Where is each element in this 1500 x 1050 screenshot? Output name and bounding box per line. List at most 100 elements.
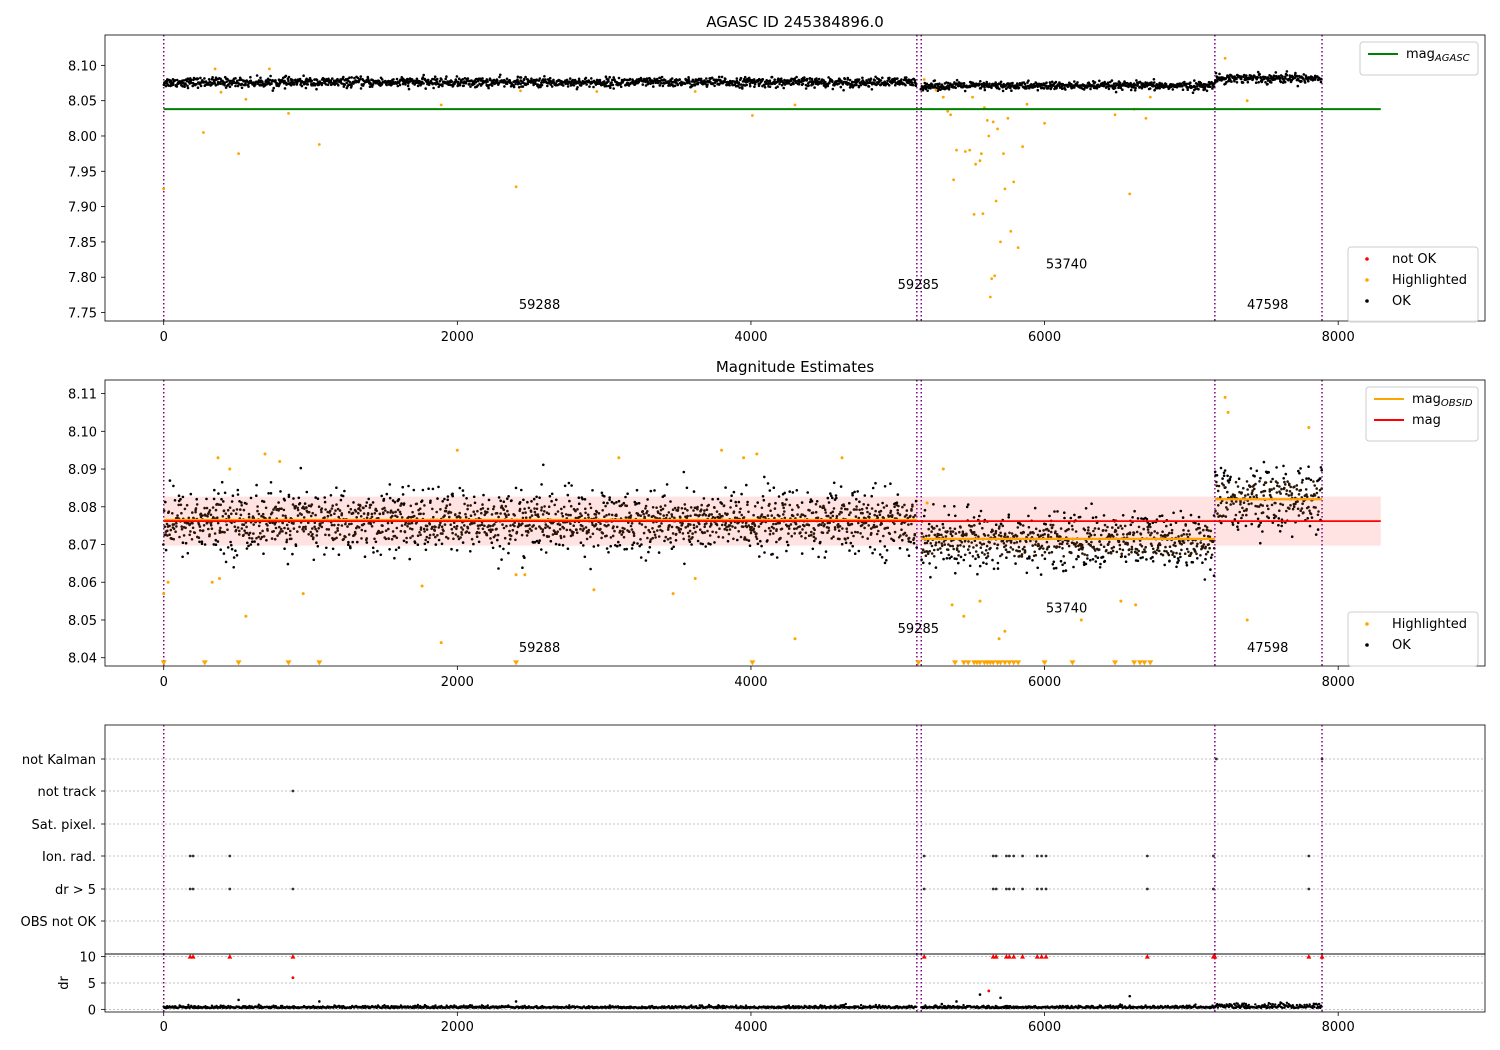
ok-point — [630, 547, 634, 550]
ok-point — [807, 84, 810, 87]
ok-point — [272, 86, 276, 90]
ok-point — [772, 486, 776, 490]
highlighted-point — [213, 67, 217, 71]
ok-point — [500, 558, 503, 561]
ok-point — [500, 504, 504, 508]
ok-point — [885, 504, 888, 508]
ok-point — [923, 81, 927, 85]
ok-point — [760, 544, 763, 548]
ok-point — [691, 536, 694, 539]
ok-point — [526, 82, 530, 86]
ok-point — [257, 524, 261, 528]
ok-point — [259, 531, 262, 535]
ok-point — [903, 531, 907, 535]
ok-point — [482, 493, 485, 497]
ok-point — [997, 534, 1001, 537]
ok-point — [635, 502, 639, 505]
ok-point — [239, 508, 242, 511]
ok-point — [443, 514, 446, 517]
ok-point — [938, 528, 941, 531]
ok-point — [706, 529, 709, 533]
ok-point — [699, 77, 703, 81]
ok-point — [344, 535, 347, 539]
ok-point — [331, 504, 335, 508]
ok-point — [741, 525, 745, 529]
ok-point — [579, 541, 583, 544]
ok-point — [971, 555, 975, 558]
legend-marker-swatch — [1365, 299, 1369, 303]
ok-point — [605, 524, 608, 528]
ok-point — [463, 524, 466, 527]
ok-point — [520, 488, 523, 492]
ok-point — [874, 509, 877, 513]
ok-point — [688, 540, 692, 543]
ok-point — [787, 524, 791, 528]
ok-point — [950, 555, 953, 559]
ok-point — [648, 546, 652, 549]
ok-point — [421, 76, 425, 79]
ok-point — [859, 532, 862, 535]
ok-point — [416, 534, 420, 537]
ok-point — [992, 567, 996, 571]
ok-point — [954, 86, 957, 90]
ok-point — [1088, 82, 1091, 86]
ok-point — [491, 528, 494, 532]
ok-point — [985, 562, 988, 566]
ok-point — [503, 536, 507, 540]
ok-point — [255, 74, 259, 77]
ok-point — [470, 537, 474, 541]
ok-point — [516, 78, 519, 81]
ok-point — [1301, 77, 1305, 80]
ok-point — [515, 530, 519, 534]
ok-point — [867, 85, 871, 88]
ok-point — [400, 524, 404, 527]
ok-point — [205, 506, 209, 510]
ok-point — [999, 531, 1002, 535]
ok-point — [184, 526, 187, 530]
ok-point — [973, 524, 976, 527]
ok-point — [402, 502, 406, 505]
ok-point — [293, 507, 297, 510]
ok-point — [797, 82, 801, 86]
ok-point — [164, 548, 168, 552]
ok-point — [972, 530, 976, 534]
ok-point — [835, 514, 839, 518]
ok-point — [213, 488, 216, 492]
ok-point — [555, 532, 558, 535]
ok-point — [928, 550, 932, 553]
ok-point — [596, 527, 599, 531]
ok-point — [1060, 542, 1064, 546]
ok-point — [315, 534, 319, 537]
ok-point — [859, 83, 863, 87]
ok-point — [543, 505, 546, 508]
ok-point — [1307, 79, 1310, 83]
ok-point — [350, 522, 353, 526]
ok-point — [1258, 72, 1261, 76]
y-tick-label: 8.10 — [68, 59, 97, 74]
ok-point — [528, 523, 531, 527]
ok-point — [963, 553, 967, 557]
ok-point — [601, 509, 604, 512]
ok-point — [1015, 82, 1019, 85]
ok-point — [347, 533, 351, 536]
ok-point — [232, 566, 235, 569]
ok-point — [912, 83, 915, 87]
ok-point — [503, 85, 506, 88]
ok-point — [423, 504, 426, 507]
ok-point — [537, 541, 541, 544]
ok-point — [680, 507, 684, 510]
ok-point — [839, 85, 843, 89]
ok-point — [182, 79, 186, 82]
ok-point — [688, 529, 692, 533]
ok-point — [340, 512, 344, 515]
ok-point — [768, 502, 771, 506]
ok-point — [785, 498, 788, 501]
ok-point — [603, 515, 606, 518]
ok-point — [718, 527, 721, 530]
ok-point — [335, 82, 339, 85]
ok-point — [831, 80, 834, 83]
ok-point — [705, 77, 708, 80]
ok-point — [1043, 532, 1046, 536]
ok-point — [1034, 527, 1038, 531]
ok-point — [334, 531, 337, 534]
